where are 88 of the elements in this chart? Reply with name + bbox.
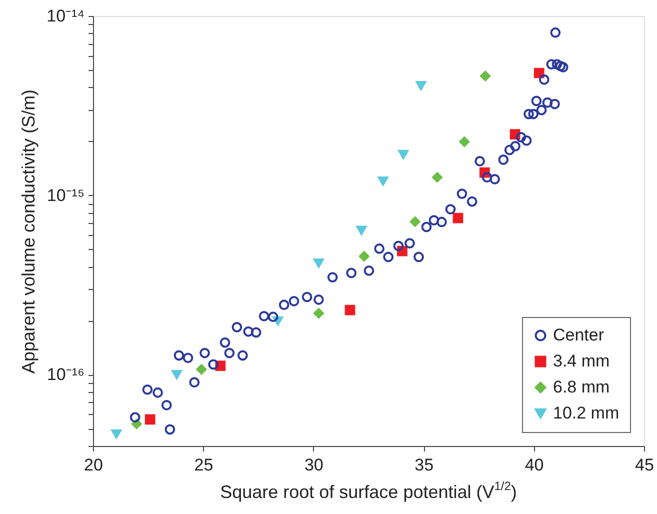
point <box>550 27 561 38</box>
point <box>182 352 194 364</box>
y-tick-label: 10⁻¹⁴ <box>46 6 84 26</box>
point <box>534 68 544 78</box>
x-tick-label: 35 <box>414 456 434 474</box>
point <box>414 252 424 262</box>
point <box>459 136 470 147</box>
point <box>314 258 324 268</box>
point <box>237 350 248 361</box>
x-tick-label: 20 <box>84 456 103 474</box>
point <box>189 377 200 388</box>
point <box>358 251 370 262</box>
point <box>174 350 184 361</box>
point <box>161 400 172 410</box>
point <box>378 176 388 186</box>
point <box>516 132 526 142</box>
legend-label: Center <box>553 326 604 344</box>
point <box>344 304 356 316</box>
point <box>200 348 210 358</box>
point <box>364 266 374 276</box>
point <box>480 70 490 82</box>
point <box>144 414 156 425</box>
point <box>302 292 312 302</box>
point <box>531 96 542 106</box>
point <box>536 104 547 116</box>
point <box>504 144 515 156</box>
x-tick-label: 45 <box>635 456 654 474</box>
y-axis-title: Apparent volume conductivity (S/m) <box>18 89 39 374</box>
point <box>196 364 207 375</box>
x-tick-label: 25 <box>194 456 214 474</box>
point <box>327 272 338 282</box>
point <box>436 216 447 228</box>
point <box>243 326 254 337</box>
point <box>232 322 242 332</box>
point <box>346 268 356 278</box>
point <box>428 215 440 226</box>
legend-label: 10.2 mm <box>553 404 620 422</box>
point <box>224 348 235 358</box>
point <box>528 108 539 120</box>
point <box>482 172 492 182</box>
point <box>258 310 270 322</box>
point <box>152 387 163 398</box>
point <box>558 62 568 72</box>
point <box>404 238 415 248</box>
x-tick-label: 40 <box>524 456 544 474</box>
point <box>552 59 562 70</box>
point <box>416 81 426 90</box>
point <box>521 135 532 146</box>
point <box>278 300 290 310</box>
x-tick-label: 30 <box>304 456 324 474</box>
point <box>498 154 509 165</box>
point <box>142 384 153 395</box>
point <box>398 150 409 160</box>
point <box>452 212 464 224</box>
point <box>314 294 324 305</box>
point <box>538 74 550 85</box>
point <box>250 327 262 338</box>
legend-label: 3.4 mm <box>553 352 610 370</box>
point <box>474 156 485 166</box>
point <box>546 59 557 70</box>
point <box>445 204 456 214</box>
point <box>456 188 468 199</box>
point <box>490 174 500 184</box>
point <box>383 252 394 262</box>
point <box>466 196 478 207</box>
point <box>314 308 324 318</box>
point <box>220 337 230 348</box>
point <box>524 108 534 120</box>
point <box>393 240 404 252</box>
point <box>421 222 432 232</box>
point <box>510 140 520 152</box>
point <box>164 424 176 435</box>
point <box>550 98 560 110</box>
point <box>111 429 122 439</box>
point <box>374 244 384 254</box>
point <box>288 296 300 306</box>
legend-label: 6.8 mm <box>553 378 610 396</box>
point <box>172 370 182 380</box>
point <box>356 226 367 235</box>
point <box>542 97 553 108</box>
point <box>268 312 278 322</box>
point <box>555 60 566 72</box>
y-tick-label: 10⁻¹⁵ <box>46 186 84 205</box>
point <box>130 412 140 423</box>
point <box>410 216 420 227</box>
point <box>432 172 442 183</box>
y-tick-label: 10⁻¹⁶ <box>46 365 84 384</box>
point <box>208 359 219 370</box>
